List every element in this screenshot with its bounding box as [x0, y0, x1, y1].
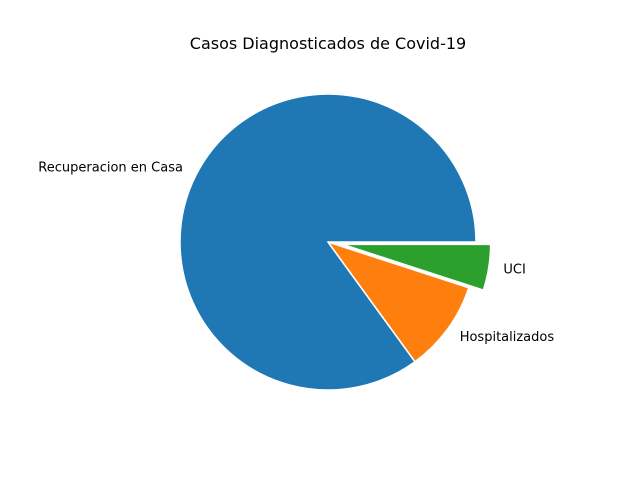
pie-slice-uci	[341, 243, 492, 291]
pie-label-hospitalizados: Hospitalizados	[460, 330, 555, 345]
pie-label-recuperacion-en-casa: Recuperacion en Casa	[38, 161, 183, 176]
pie-labels: Recuperacion en Casa Hospitalizados UCI	[38, 161, 554, 346]
pie-slice-hospitalizados	[327, 241, 470, 363]
pie-label-uci: UCI	[503, 262, 525, 277]
chart-title: Casos Diagnosticados de Covid-19	[190, 34, 466, 53]
pie-slices	[179, 93, 492, 391]
